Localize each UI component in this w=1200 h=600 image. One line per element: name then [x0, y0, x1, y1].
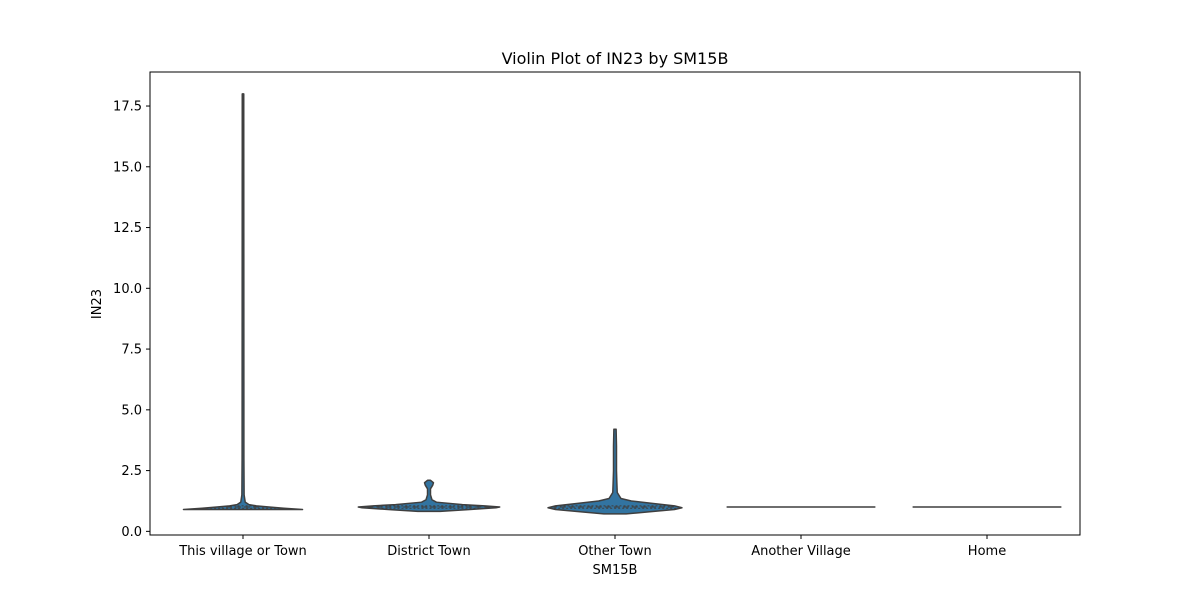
x-tick-label: District Town	[387, 544, 470, 559]
plot-frame	[149, 71, 1081, 536]
y-axis-ticks: 0.0 2.5 5.0 7.5 10.0 12.5 15.0 17.5	[113, 100, 150, 540]
x-axis-ticks: This village or Town District Town Other T…	[178, 535, 1006, 559]
chart-title: Violin Plot of IN23 by SM15B	[502, 49, 729, 68]
y-tick-label: 10.0	[113, 282, 142, 297]
y-tick-label: 12.5	[113, 221, 142, 236]
y-tick-label: 0.0	[121, 525, 142, 540]
y-tick-label: 17.5	[113, 100, 142, 115]
x-tick-label: Another Village	[751, 544, 851, 559]
y-axis-label: IN23	[90, 289, 105, 319]
x-tick-label: Home	[968, 544, 1006, 559]
x-tick-label: Other Town	[578, 544, 652, 559]
x-tick-label: This village or Town	[178, 544, 307, 559]
violin-0	[182, 93, 304, 511]
x-axis-label: SM15B	[593, 563, 638, 578]
y-tick-label: 15.0	[113, 160, 142, 175]
y-tick-label: 2.5	[121, 464, 142, 479]
y-tick-label: 5.0	[121, 403, 142, 418]
violin-2	[547, 428, 683, 515]
y-tick-label: 7.5	[121, 343, 142, 358]
violins-layer	[182, 93, 1062, 515]
